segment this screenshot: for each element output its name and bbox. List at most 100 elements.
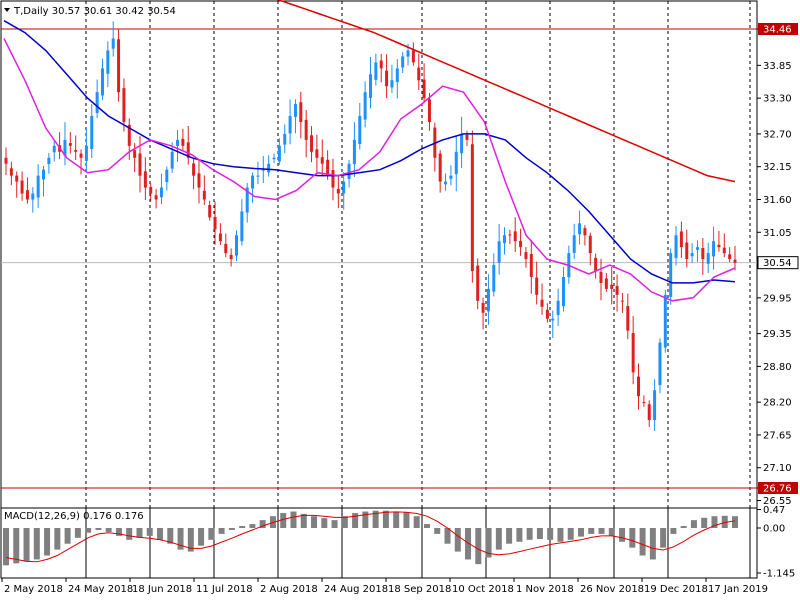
candle-up <box>293 104 297 117</box>
candle-down <box>143 171 147 188</box>
macd-bar <box>536 528 543 540</box>
candle-down <box>728 254 732 260</box>
candle-down <box>310 135 314 152</box>
candle-down <box>320 157 324 164</box>
macd-bar <box>85 528 92 533</box>
candle-down <box>336 188 340 194</box>
macd-bar <box>352 513 359 528</box>
macd-bar <box>259 520 266 528</box>
x-tick-label: 18 Sep 2018 <box>388 584 451 595</box>
ma-red-line <box>276 0 736 183</box>
candle-down <box>149 186 153 194</box>
macd-bar <box>13 528 20 564</box>
macd-bar <box>567 528 574 540</box>
candle-down <box>315 149 319 158</box>
candle-down <box>620 300 624 302</box>
macd-bar <box>639 528 646 556</box>
dropdown-triangle-icon[interactable] <box>4 8 10 12</box>
candle-up <box>503 235 507 244</box>
macd-bar <box>64 528 71 544</box>
candle-up <box>695 247 699 250</box>
y-tick-label: 29.95 <box>763 293 792 304</box>
candle-down <box>411 50 415 63</box>
y-tick-label: 33.30 <box>763 94 792 105</box>
symbol-header: T,Daily 30.57 30.61 30.42 30.54 <box>13 6 176 17</box>
candle-down <box>722 247 726 254</box>
candle-down <box>379 60 383 69</box>
candle-up <box>106 50 110 74</box>
candle-down <box>213 216 217 230</box>
x-tick-label: 2 Aug 2018 <box>260 584 318 595</box>
candle-down <box>25 190 29 200</box>
candle-down <box>74 149 78 152</box>
candle-down <box>685 242 689 260</box>
macd-bar <box>44 528 51 556</box>
candle-up <box>95 92 99 113</box>
y-tick-label: 33.85 <box>763 61 792 72</box>
candle-up <box>572 235 576 253</box>
candle-down <box>717 244 721 248</box>
y-tick-label: 26.76 <box>763 484 792 495</box>
y-tick-label: 32.15 <box>763 162 792 173</box>
macd-bar <box>187 528 194 552</box>
candle-up <box>395 68 399 83</box>
candle-up <box>460 133 464 154</box>
macd-bar <box>290 511 297 528</box>
level-price-badge <box>758 23 798 35</box>
candle-down <box>138 153 142 176</box>
candle-up <box>406 50 410 57</box>
y-tick-label: 30.54 <box>763 258 792 269</box>
y-tick-label: 28.80 <box>763 362 792 373</box>
macd-bar <box>516 528 523 542</box>
macd-bar <box>465 528 472 560</box>
macd-bar <box>105 528 112 532</box>
candle-down <box>9 168 13 176</box>
y-tick-label: 31.60 <box>763 195 792 206</box>
candle-up <box>283 133 287 145</box>
macd-bar <box>393 511 400 528</box>
candle-down <box>647 404 651 421</box>
macd-tick-label: 0.47 <box>763 505 785 516</box>
macd-bar <box>311 516 318 528</box>
x-tick-label: 1 Nov 2018 <box>516 584 574 595</box>
macd-bar <box>588 528 595 534</box>
candle-up <box>176 139 180 146</box>
x-tick-label: 19 Dec 2018 <box>644 584 708 595</box>
candle-up <box>444 181 448 185</box>
macd-bar <box>23 528 30 562</box>
y-tick-label: 31.05 <box>763 228 792 239</box>
candle-up <box>159 187 163 198</box>
y-tick-label: 32.70 <box>763 129 792 140</box>
candle-up <box>277 145 281 162</box>
candle-up <box>712 241 716 257</box>
candle-down <box>524 252 528 260</box>
candle-down <box>4 157 8 164</box>
candle-down <box>626 306 630 331</box>
candle-down <box>326 159 330 176</box>
macd-bar <box>3 528 9 566</box>
candle-down <box>186 142 190 158</box>
candle-down <box>192 163 196 176</box>
macd-bar <box>423 524 430 528</box>
candle-down <box>154 195 158 200</box>
macd-bar <box>331 520 338 528</box>
macd-label: MACD(12,26,9) 0.176 0.176 <box>4 511 144 522</box>
candle-down <box>679 231 683 248</box>
macd-bar <box>403 512 410 528</box>
y-tick-label: 28.20 <box>763 398 792 409</box>
macd-bar <box>608 528 615 536</box>
candle-up <box>347 163 351 179</box>
candle-up <box>256 175 260 177</box>
candle-up <box>390 80 394 88</box>
candle-up <box>358 116 362 144</box>
ma-magenta-line <box>3 38 736 302</box>
candle-down <box>202 190 206 200</box>
candle-up <box>240 211 244 242</box>
y-tick-label: 26.55 <box>763 496 792 507</box>
ma-blue-line <box>3 20 736 284</box>
candle-up <box>342 181 346 194</box>
macd-bar <box>95 528 102 530</box>
macd-indicator <box>3 510 738 566</box>
x-tick-label: 11 Jul 2018 <box>196 584 253 595</box>
